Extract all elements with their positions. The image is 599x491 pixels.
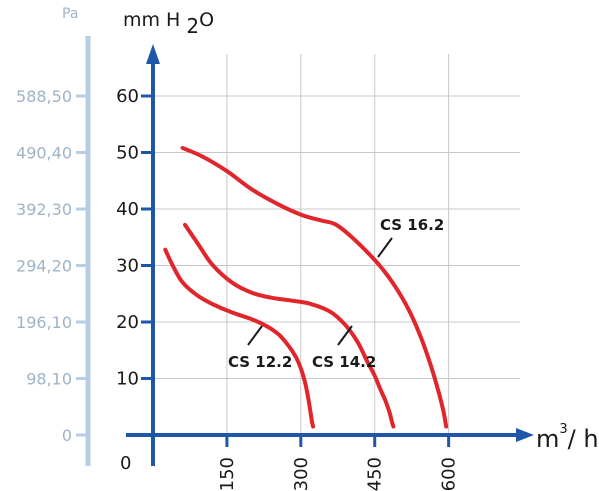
x-unit-main: m [536,425,559,453]
leader-line-cs-16-2 [377,237,393,258]
x-tick-label-300: 300 [291,457,312,491]
x-unit-tail: / h [568,425,599,453]
curve-labels: CS 12.2 CS 14.2 CS 16.2 [228,216,444,371]
grid [153,54,520,435]
x-tick-label-600: 600 [439,457,460,491]
pa-tick-label-2: 196,10 [16,313,72,332]
y-tick-label-20: 20 [116,312,139,333]
pa-tick-label-5: 490,40 [16,144,72,163]
y-unit-main: mm H [123,9,186,31]
series-group [163,145,449,429]
curve-label-cs-14-2: CS 14.2 [312,353,376,371]
x-ticks: 150 300 450 600 [217,435,460,491]
y-tick-label-60: 60 [116,86,139,107]
y-unit-label: mm H 2O [123,9,214,38]
y-unit-tail: O [199,9,214,31]
series-line-cs-16-2 [180,145,449,429]
y-tick-label-30: 30 [116,256,139,277]
curve-label-cs-12-2: CS 12.2 [228,353,292,371]
y-tick-label-50: 50 [116,143,139,164]
pa-axis: Pa [62,6,91,466]
x-unit-superscript: 3 [559,422,567,437]
pa-tick-label-6: 588,50 [16,87,72,106]
x-axis-arrow [516,428,534,442]
series-line-cs-12-2 [163,247,316,429]
y-axis-arrow [146,44,160,64]
pa-tick-label-0: 0 [62,426,72,445]
pa-tick-label-4: 392,30 [16,200,72,219]
x-tick-label-150: 150 [217,457,238,491]
pa-ticks: 0 98,10 196,10 294,20 392,30 490,40 588,50 [16,87,88,445]
leader-line-cs-12-2 [247,325,263,346]
main-axes [126,44,534,466]
pa-tick-label-1: 98,10 [26,370,72,389]
y-unit-subscript: 2 [186,14,199,38]
pa-unit-label: Pa [62,6,78,22]
pa-tick-label-3: 294,20 [16,257,72,276]
leader-line-cs-14-2 [337,325,353,346]
origin-zero-label: 0 [120,453,131,474]
x-unit-label: m3/ h [536,422,599,453]
curve-label-cs-16-2: CS 16.2 [380,216,444,234]
x-tick-label-450: 450 [365,457,386,491]
series-line-cs-14-2 [183,222,396,429]
y-tick-label-40: 40 [116,199,139,220]
y-ticks: 10 20 30 40 50 60 [116,86,153,390]
y-tick-label-10: 10 [116,369,139,390]
